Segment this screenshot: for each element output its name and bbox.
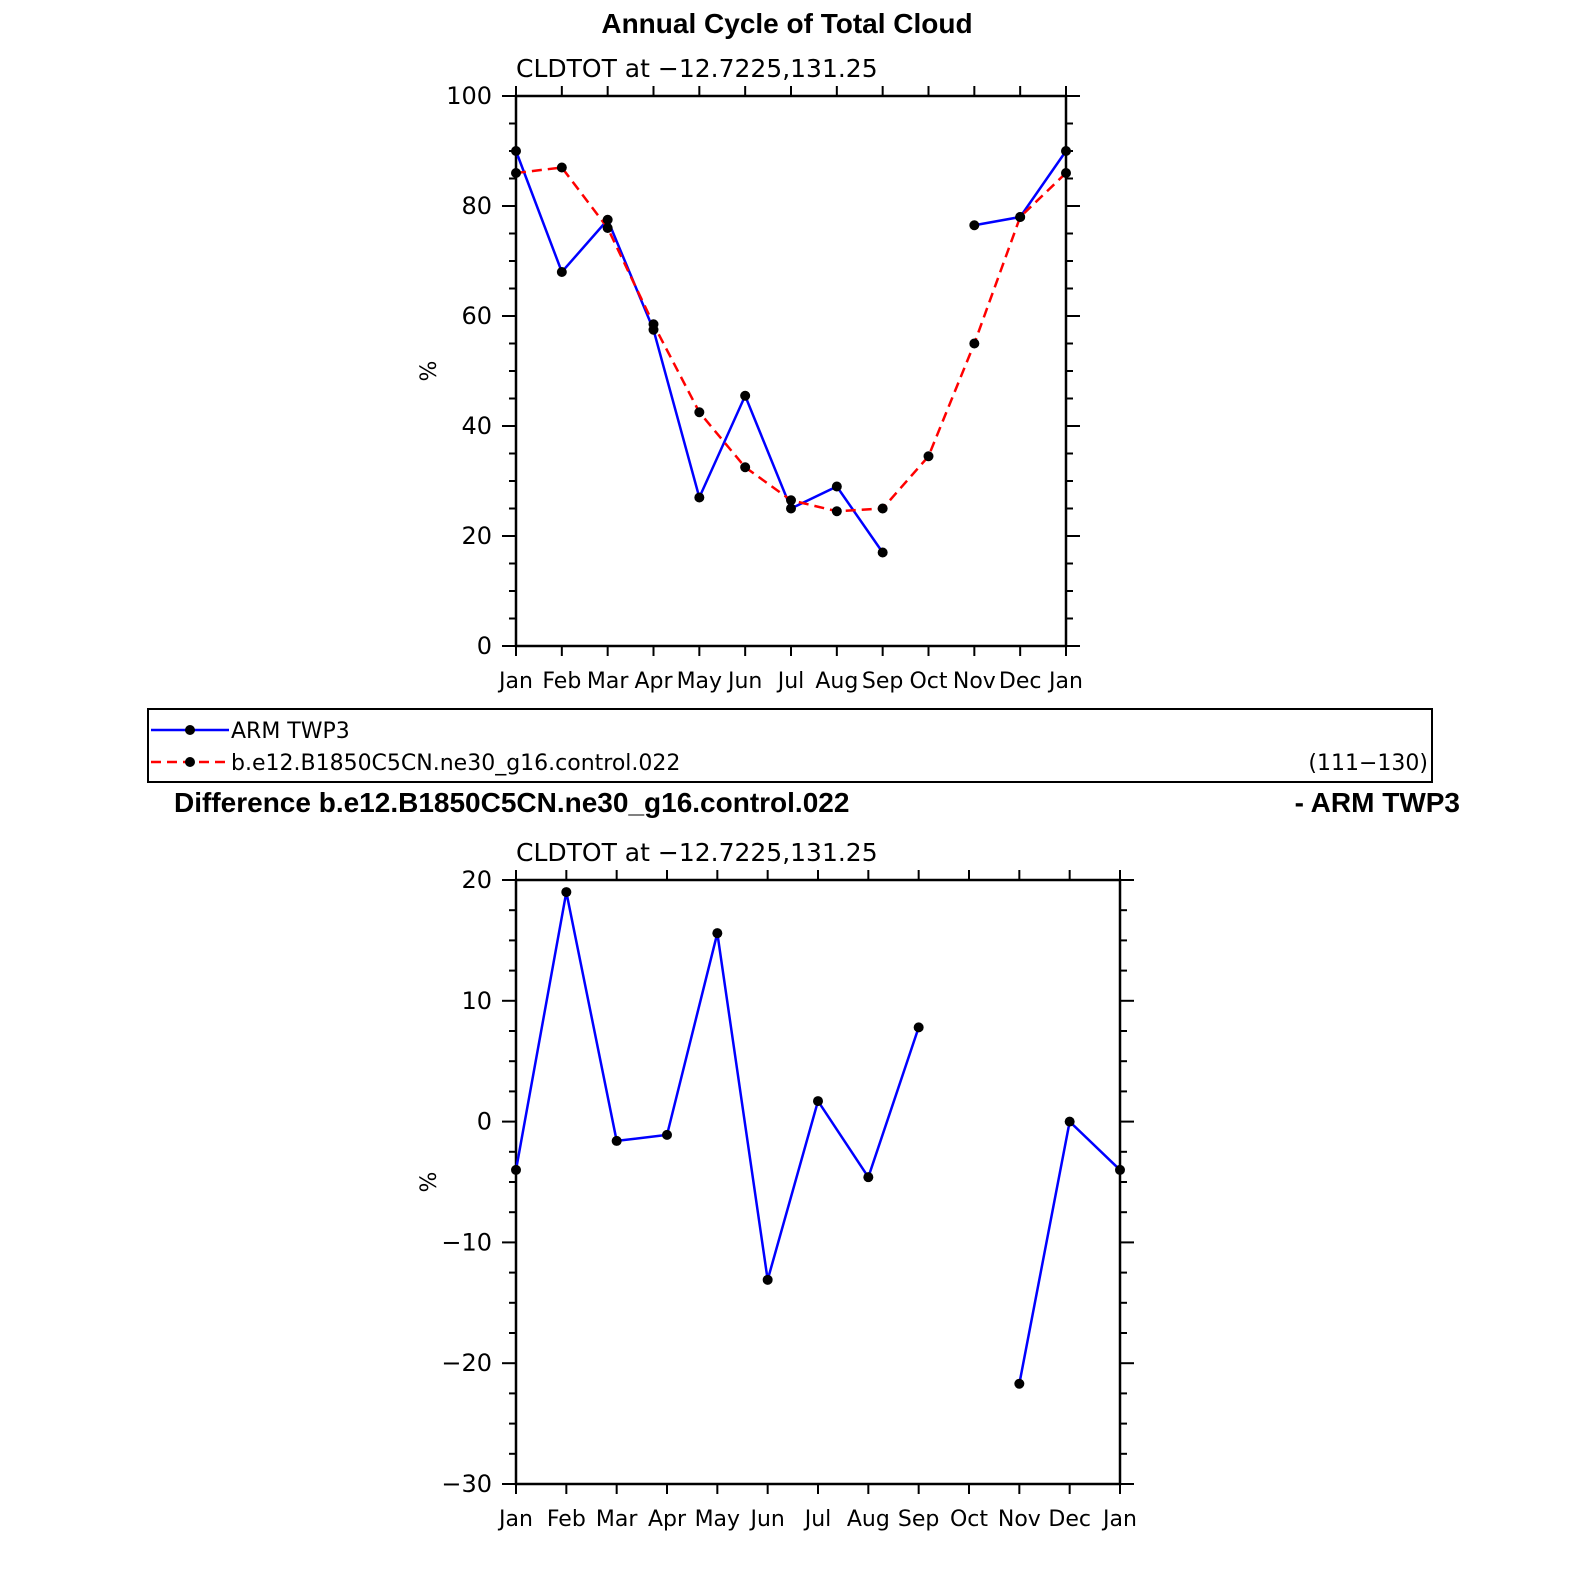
legend-label-model: b.e12.B1850C5CN.ne30_g16.control.022 — [231, 751, 680, 776]
series-line-0 — [514, 150, 884, 554]
y-axis-label: % — [417, 1172, 442, 1193]
data-point-0 — [913, 1022, 924, 1033]
y-tick-label: 20 — [461, 522, 492, 550]
x-tick-label: May — [695, 1507, 740, 1532]
chart-subtitle: CLDTOT at −12.7225,131.25 — [516, 838, 878, 867]
annual-cycle-chart: CLDTOT at −12.7225,131.25 0 20 40 60 80 100 Jan… — [417, 54, 1083, 694]
series-line-0 — [514, 891, 920, 1281]
difference-chart: CLDTOT at −12.7225,131.25 −30 −20 −10 0 10 20 J… — [417, 838, 1137, 1532]
data-point-0 — [1115, 1164, 1125, 1175]
x-tick-label: Oct — [950, 1507, 988, 1532]
data-point-1 — [694, 407, 705, 418]
x-tick-label: Dec — [999, 669, 1042, 694]
x-tick-label: Dec — [1048, 1507, 1091, 1532]
data-point-1 — [923, 451, 934, 462]
x-tick-label: Oct — [909, 669, 947, 694]
data-point-0 — [1061, 146, 1071, 156]
y-tick-label: 40 — [461, 412, 492, 440]
data-point-0 — [712, 928, 723, 939]
data-point-0 — [662, 1129, 672, 1140]
x-tick-label: Jan — [497, 669, 533, 694]
data-point-1 — [969, 338, 980, 349]
legend-years: (111−130) — [1308, 751, 1428, 776]
x-tick-label: Aug — [847, 1507, 890, 1532]
series-line-0 — [1018, 1119, 1121, 1384]
legend-marker-arm — [185, 725, 195, 735]
y-tick-label: 0 — [477, 1108, 492, 1136]
data-point-1 — [648, 319, 659, 330]
x-tick-label: Mar — [596, 1507, 638, 1532]
data-point-0 — [611, 1135, 622, 1146]
x-tick-label: Sep — [862, 669, 903, 694]
y-tick-label: 100 — [446, 82, 492, 110]
legend-label-arm: ARM TWP3 — [231, 719, 350, 744]
data-point-0 — [831, 481, 842, 492]
data-point-1 — [740, 462, 751, 473]
difference-title-right: - ARM TWP3 — [1295, 787, 1460, 818]
x-tick-label: Jun — [726, 669, 762, 694]
data-point-0 — [1014, 1378, 1025, 1389]
plot-frame — [514, 878, 1122, 1486]
data-point-0 — [694, 492, 705, 503]
y-tick-label: −30 — [441, 1470, 492, 1498]
x-tick-label: Sep — [898, 1507, 939, 1532]
data-point-0 — [561, 887, 572, 898]
data-point-0 — [511, 1164, 521, 1175]
plot-frame — [514, 94, 1068, 648]
data-point-1 — [877, 503, 888, 514]
y-tick-label: 0 — [477, 632, 492, 660]
x-tick-label: Jul — [776, 669, 805, 694]
data-point-0 — [511, 146, 521, 156]
x-tick-label: Apr — [634, 669, 673, 694]
data-point-1 — [602, 223, 613, 233]
x-tick-label: Jul — [803, 1507, 832, 1532]
legend-marker-model — [185, 757, 195, 767]
page-title: Annual Cycle of Total Cloud — [601, 8, 972, 39]
x-tick-label: Jan — [497, 1507, 533, 1532]
x-tick-label: May — [677, 669, 722, 694]
y-tick-label: −10 — [441, 1228, 492, 1256]
data-point-0 — [740, 390, 751, 401]
data-point-0 — [556, 267, 567, 277]
x-tick-label: Aug — [815, 669, 858, 694]
data-point-0 — [877, 547, 888, 558]
data-point-1 — [1015, 212, 1026, 222]
x-tick-label: Mar — [587, 669, 629, 694]
data-point-1 — [786, 495, 796, 506]
x-tick-label: Apr — [648, 1507, 687, 1532]
difference-title: Difference b.e12.B1850C5CN.ne30_g16.cont… — [174, 787, 849, 818]
x-tick-label: Nov — [998, 1507, 1041, 1532]
x-tick-label: Feb — [542, 669, 581, 694]
x-tick-label: Feb — [547, 1507, 586, 1532]
legend: ARM TWP3 b.e12.B1850C5CN.ne30_g16.contro… — [147, 708, 1433, 783]
y-axis-label: % — [417, 361, 442, 382]
data-point-1 — [556, 162, 567, 173]
data-point-0 — [1064, 1116, 1075, 1127]
series-line-1 — [515, 166, 1067, 513]
data-point-1 — [831, 506, 842, 517]
data-point-0 — [762, 1274, 773, 1285]
chart-subtitle: CLDTOT at −12.7225,131.25 — [516, 54, 878, 83]
data-point-0 — [863, 1172, 874, 1183]
x-tick-label: Nov — [953, 669, 996, 694]
y-tick-label: −20 — [441, 1349, 492, 1377]
legend-item-model: b.e12.B1850C5CN.ne30_g16.control.022 — [151, 751, 680, 776]
y-tick-label: 10 — [461, 987, 492, 1015]
data-point-1 — [1061, 168, 1071, 178]
data-point-0 — [969, 220, 980, 231]
x-tick-label: Jan — [1101, 1507, 1137, 1532]
data-point-0 — [813, 1096, 823, 1107]
legend-item-arm: ARM TWP3 — [151, 719, 350, 744]
data-point-1 — [511, 168, 521, 178]
y-tick-label: 20 — [461, 866, 492, 894]
data-point-0 — [786, 503, 796, 514]
data-point-0 — [602, 214, 613, 225]
x-tick-label: Jan — [1047, 669, 1083, 694]
legend-box — [147, 708, 1433, 783]
x-tick-label: Jun — [748, 1507, 784, 1532]
y-tick-label: 80 — [461, 192, 492, 220]
y-tick-label: 60 — [461, 302, 492, 330]
